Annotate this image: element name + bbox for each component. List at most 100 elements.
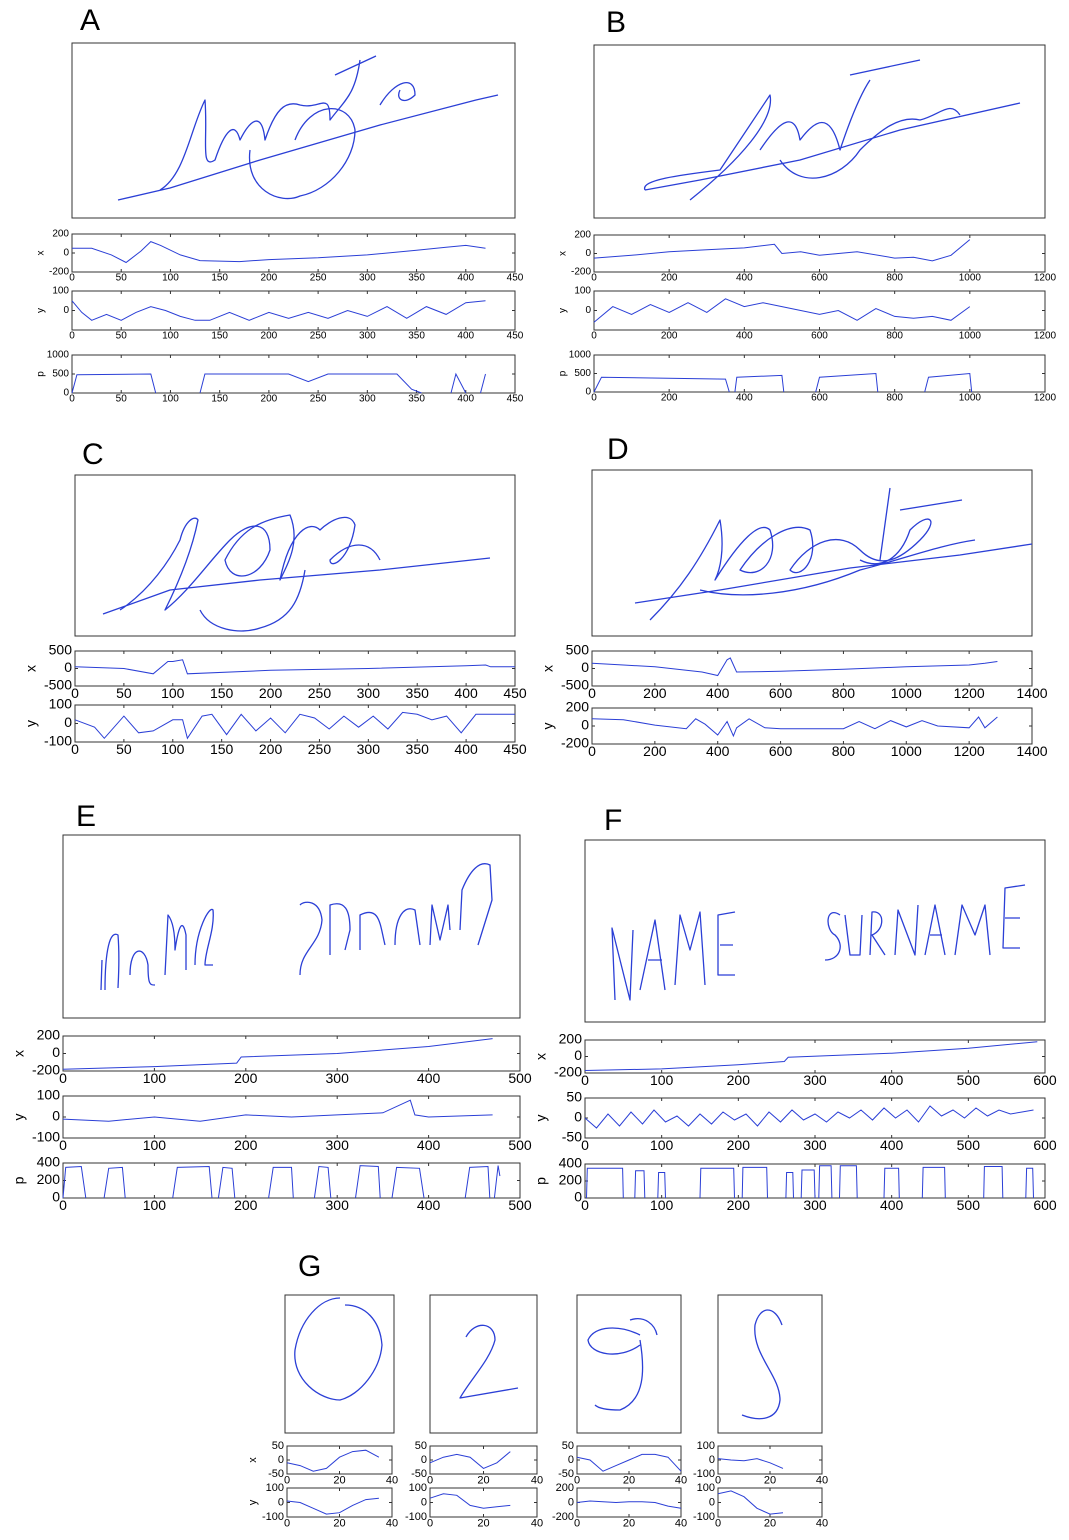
x-tick-label: 250 — [308, 741, 332, 757]
x-tick-label: 200 — [661, 393, 678, 404]
panel-label: F — [604, 804, 622, 837]
pen-trace — [103, 515, 490, 631]
plot-frame — [75, 705, 515, 742]
y-axis-label: y — [532, 1115, 548, 1122]
y-tick-label: 100 — [49, 696, 73, 712]
pen-trace — [742, 1310, 782, 1419]
y-tick-label: 0 — [574, 1047, 582, 1063]
x-tick-label: 500 — [508, 1070, 532, 1086]
y-tick-label: 100 — [409, 1482, 427, 1494]
y-tick-label: -50 — [268, 1468, 284, 1480]
x-tick-label: 0 — [715, 1518, 721, 1530]
x-tick-label: 200 — [727, 1137, 751, 1153]
y-tick-label: 0 — [63, 248, 69, 259]
x-tick-label: 450 — [503, 685, 527, 701]
x-tick-label: 250 — [310, 331, 327, 342]
y-tick-label: 200 — [37, 1171, 61, 1187]
panel-label: B — [606, 6, 626, 39]
signal-chart: 020040060080010001200-2000200x — [558, 230, 1057, 284]
plot-frame — [63, 1036, 520, 1071]
signal-chart: 0501001502002503003504004500100y — [36, 286, 524, 342]
x-tick-label: 350 — [406, 741, 430, 757]
x-tick-label: 1400 — [1016, 743, 1047, 759]
x-tick-label: 20 — [333, 1475, 345, 1487]
y-tick-label: 500 — [574, 368, 591, 379]
y-tick-label: 0 — [581, 659, 589, 675]
x-tick-label: 150 — [211, 394, 228, 405]
y-axis-label: x — [558, 251, 569, 256]
x-tick-label: 40 — [386, 1518, 398, 1530]
x-tick-label: 600 — [811, 331, 828, 342]
x-tick-label: 20 — [333, 1518, 345, 1530]
y-tick-label: -200 — [32, 1062, 60, 1078]
x-tick-label: 100 — [143, 1197, 167, 1213]
x-tick-label: 50 — [116, 273, 128, 284]
plot-frame — [592, 708, 1032, 744]
x-tick-label: 0 — [715, 1475, 721, 1487]
x-tick-label: 250 — [310, 394, 327, 405]
x-tick-label: 300 — [326, 1197, 350, 1213]
x-tick-label: 0 — [588, 685, 596, 701]
x-tick-label: 400 — [736, 393, 753, 404]
x-tick-label: 0 — [284, 1518, 290, 1530]
x-tick-label: 0 — [284, 1475, 290, 1487]
y-tick-label: 100 — [37, 1087, 61, 1103]
x-tick-label: 1200 — [1034, 273, 1057, 284]
x-tick-label: 1200 — [954, 685, 985, 701]
y-axis-label: p — [10, 1176, 26, 1184]
x-tick-label: 40 — [816, 1518, 828, 1530]
x-tick-label: 800 — [886, 273, 903, 284]
signal-line — [585, 1106, 1034, 1128]
x-tick-label: 40 — [675, 1518, 687, 1530]
signal-chart: 02040-2000200 — [552, 1482, 687, 1530]
signal-chart: 02040-50050 — [558, 1440, 687, 1487]
x-tick-label: 200 — [261, 273, 278, 284]
x-tick-label: 100 — [143, 1070, 167, 1086]
signal-line — [430, 1452, 510, 1469]
x-tick-label: 300 — [357, 741, 381, 757]
x-tick-label: 100 — [161, 685, 185, 701]
x-tick-label: 200 — [234, 1197, 258, 1213]
panel-label: A — [80, 4, 100, 37]
plot-frame — [287, 1446, 392, 1474]
x-tick-label: 600 — [811, 273, 828, 284]
y-axis-label: y — [22, 720, 38, 727]
x-tick-label: 0 — [69, 331, 75, 342]
signal-chart: 0200400600800100012001400-5000500x — [539, 642, 1047, 701]
signal-line — [63, 1039, 493, 1070]
signal-line — [72, 374, 486, 393]
x-tick-label: 400 — [736, 331, 753, 342]
y-axis-label: x — [22, 665, 38, 672]
signal-line — [594, 299, 970, 322]
y-tick-label: 0 — [568, 1454, 574, 1466]
y-tick-label: 0 — [64, 659, 72, 675]
y-tick-label: 100 — [697, 1440, 715, 1452]
y-tick-label: -100 — [405, 1511, 427, 1523]
y-tick-label: 0 — [63, 388, 69, 399]
x-tick-label: 150 — [211, 273, 228, 284]
x-tick-label: 300 — [803, 1072, 827, 1088]
y-tick-label: 0 — [568, 1496, 574, 1508]
y-tick-label: 200 — [559, 1172, 583, 1188]
signal-chart: 02040-1000100 — [693, 1440, 828, 1487]
y-tick-label: -50 — [411, 1468, 427, 1480]
x-tick-label: 400 — [454, 741, 478, 757]
x-tick-label: 40 — [531, 1475, 543, 1487]
x-tick-label: 0 — [574, 1518, 580, 1530]
signal-chart: 01002003004005006000200400p — [532, 1155, 1057, 1213]
signal-chart: 050100150200250300350400450-1000100y — [22, 696, 527, 757]
y-axis-label: p — [558, 370, 569, 376]
x-tick-label: 100 — [143, 1137, 167, 1153]
plot-frame — [430, 1488, 537, 1517]
x-tick-label: 200 — [643, 743, 667, 759]
x-tick-label: 0 — [581, 1197, 589, 1213]
x-tick-label: 800 — [886, 393, 903, 404]
x-tick-label: 200 — [727, 1072, 751, 1088]
y-tick-label: -100 — [32, 1129, 60, 1145]
y-axis-label: p — [532, 1177, 548, 1185]
x-tick-label: 20 — [764, 1475, 776, 1487]
x-tick-label: 350 — [406, 685, 430, 701]
x-tick-label: 150 — [210, 741, 234, 757]
x-tick-label: 1200 — [954, 743, 985, 759]
